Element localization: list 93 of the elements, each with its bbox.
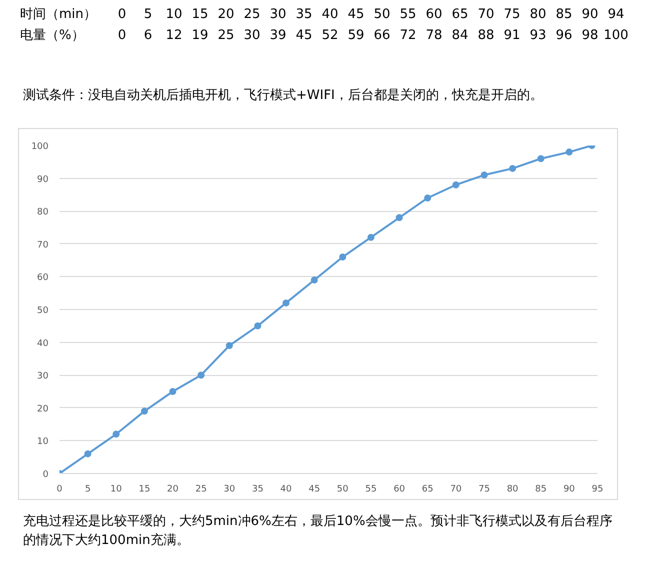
- point: [310, 276, 318, 284]
- x-tick-label: 5: [84, 484, 91, 494]
- text: 52: [322, 28, 338, 43]
- x-tick-label: 30: [224, 484, 236, 494]
- point: [424, 194, 432, 202]
- text: 85: [556, 7, 572, 22]
- text: 84: [452, 28, 468, 43]
- text: 91: [504, 28, 520, 43]
- text: 59: [348, 28, 364, 43]
- point: [282, 299, 290, 306]
- y-tick-label: 50: [37, 306, 49, 316]
- text: 30: [244, 28, 260, 43]
- text: 20: [218, 7, 234, 22]
- point: [254, 322, 262, 330]
- text: 75: [504, 7, 520, 22]
- y-tick-label: 60: [37, 273, 49, 284]
- text: 80: [530, 7, 546, 22]
- text: 65: [452, 7, 468, 22]
- x-tick-label: 10: [110, 484, 122, 494]
- point: [396, 214, 403, 222]
- text: 35: [296, 7, 312, 22]
- x-tick-label: 25: [195, 484, 207, 494]
- text: 66: [374, 28, 390, 43]
- point: [367, 234, 374, 241]
- text: 78: [426, 28, 442, 43]
- x-tick-label: 70: [450, 484, 462, 494]
- point: [198, 372, 205, 379]
- y-tick-label: 90: [37, 174, 49, 185]
- y-tick-label: 10: [37, 437, 49, 448]
- text: 60: [426, 7, 442, 22]
- x-tick-label: 65: [422, 484, 434, 494]
- text: 时间（min）: [20, 7, 97, 22]
- text: 88: [478, 28, 494, 43]
- point: [339, 254, 346, 261]
- y-tick-label: 80: [37, 208, 49, 218]
- text: 72: [400, 28, 416, 43]
- x-tick-label: 50: [336, 484, 349, 494]
- y-tick-label: 40: [37, 338, 49, 349]
- x-tick-label: 85: [535, 484, 547, 494]
- x-tick-label: 75: [478, 484, 490, 494]
- text: 0: [118, 7, 126, 22]
- x-tick-label: 95: [592, 484, 604, 494]
- point: [84, 450, 92, 458]
- point: [226, 342, 233, 350]
- text: 45: [296, 28, 312, 43]
- point: [169, 388, 176, 395]
- text: 25: [218, 28, 234, 43]
- x-tick-label: 90: [563, 484, 576, 494]
- text: 96: [556, 28, 572, 43]
- point: [537, 155, 544, 162]
- text: 50: [374, 7, 390, 22]
- y-tick-label: 0: [42, 470, 49, 480]
- text: 90: [582, 7, 598, 22]
- y-tick-label: 20: [37, 404, 49, 414]
- text: 0: [118, 28, 126, 43]
- x-tick-label: 45: [308, 484, 320, 494]
- point: [112, 430, 120, 438]
- text: 15: [192, 7, 208, 22]
- text: 10: [166, 7, 182, 22]
- text: 39: [270, 28, 286, 43]
- y-tick-label: 70: [37, 240, 49, 250]
- point: [140, 408, 148, 415]
- text: 70: [478, 7, 494, 22]
- x-tick-label: 15: [138, 484, 150, 494]
- text: 充电过程还是比较平缓的，大约5min冲6%左右，最后10%会慢一点。预计非飞行模式以及有后台程序的情况下大约100min充满。: [23, 513, 614, 550]
- y-tick-label: 100: [31, 142, 49, 152]
- text: 93: [530, 28, 546, 43]
- text: 98: [582, 28, 598, 43]
- x-tick-label: 35: [252, 484, 264, 494]
- text: 55: [400, 7, 416, 22]
- chart-subtitle: 测试条件：没电自动关机后插电开机，飞行模式+WIFI，后台都是关闭的，快充是开启的。: [23, 87, 543, 105]
- point: [480, 172, 488, 179]
- text: 电量（%）: [20, 28, 84, 43]
- x-tick-label: 55: [365, 484, 377, 494]
- x-tick-label: 40: [280, 484, 292, 494]
- text: 45: [348, 7, 364, 22]
- x-tick-label: 60: [394, 484, 406, 494]
- y-tick-label: 30: [37, 372, 49, 382]
- x-tick-label: 80: [506, 484, 519, 494]
- text: 25: [244, 7, 260, 22]
- text: 100: [604, 28, 628, 43]
- point: [509, 164, 516, 172]
- point: [566, 148, 573, 156]
- text: 19: [192, 28, 208, 43]
- text: 12: [166, 28, 182, 43]
- x-tick-label: 20: [167, 484, 179, 494]
- point: [452, 181, 460, 188]
- x-tick-label: 0: [56, 484, 63, 494]
- text: 40: [322, 7, 338, 22]
- text: 94: [608, 7, 624, 22]
- text: 6: [144, 28, 152, 43]
- text: 5: [144, 7, 152, 22]
- text: 30: [270, 7, 286, 22]
